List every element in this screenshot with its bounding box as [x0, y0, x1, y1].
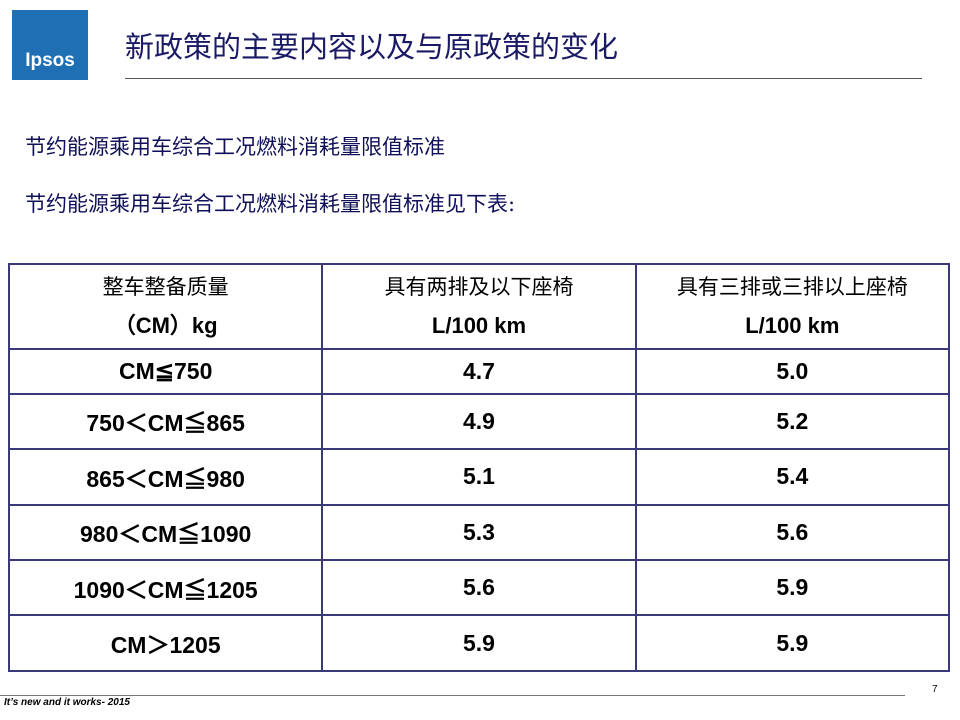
header-line: 具有两排及以下座椅: [384, 275, 574, 299]
table: 整车整备质量 （CM）kg 具有两排及以下座椅 L/100 km 具有三排或三排以上座椅…: [7, 263, 951, 672]
table-cell: 5.2: [634, 392, 951, 451]
table-cell: 5.6: [634, 503, 951, 562]
table-row: CM＞1205 5.9 5.9: [7, 614, 951, 672]
header-line: L/100 km: [431, 312, 527, 338]
slide-title: 新政策的主要内容以及与原政策的变化: [125, 30, 619, 64]
header-line: 整车整备质量: [102, 275, 229, 299]
table-cell: 5.6: [321, 559, 637, 617]
table-cell: 5.0: [634, 348, 951, 395]
table-cell: 5.9: [321, 614, 637, 672]
table-cell: 5.1: [321, 448, 637, 506]
header-line: 具有三排或三排以上座椅: [676, 275, 908, 299]
table-cell: 5.4: [634, 448, 951, 506]
table-row: 1090＜CM≦1205 5.6 5.9: [7, 559, 951, 617]
table-cell: 750＜CM≦865: [7, 392, 324, 451]
table-row: 865＜CM≦980 5.1 5.4: [7, 448, 951, 506]
header-cell: 整车整备质量 （CM）kg: [7, 263, 324, 350]
table-row: 980＜CM≦1090 5.3 5.6: [7, 503, 951, 562]
table-cell: CM＞1205: [7, 614, 324, 672]
footer-rule: [0, 695, 905, 696]
header-cell: 具有两排及以下座椅 L/100 km: [321, 263, 637, 350]
body-line: 节约能源乘用车综合工况燃料消耗量限值标准: [25, 135, 445, 159]
table-cell: 5.9: [634, 614, 951, 672]
table-row: 750＜CM≦865 4.9 5.2: [7, 392, 951, 451]
table-cell: 980＜CM≦1090: [7, 503, 324, 562]
page-number: 7: [932, 684, 938, 695]
table-cell: 1090＜CM≦1205: [7, 559, 324, 617]
logo: Ipsos: [12, 10, 88, 80]
header-line: L/100 km: [745, 312, 840, 338]
body-line: 节约能源乘用车综合工况燃料消耗量限值标准见下表:: [25, 192, 516, 216]
table-cell: 4.7: [321, 348, 637, 395]
table-cell: 865＜CM≦980: [7, 448, 324, 506]
title-rule: [125, 78, 922, 79]
footer-text: It’s new and it works- 2015: [4, 697, 130, 708]
table-cell: 5.9: [634, 559, 951, 617]
table-row: CM≦750 4.7 5.0: [7, 348, 951, 395]
table-cell: CM≦750: [7, 348, 324, 395]
table-cell: 4.9: [321, 392, 637, 451]
header-cell: 具有三排或三排以上座椅 L/100 km: [634, 263, 951, 350]
header-row: 整车整备质量 （CM）kg 具有两排及以下座椅 L/100 km 具有三排或三排以上座椅…: [7, 263, 951, 350]
header-line: （CM）kg: [113, 312, 218, 338]
table-cell: 5.3: [321, 503, 637, 562]
